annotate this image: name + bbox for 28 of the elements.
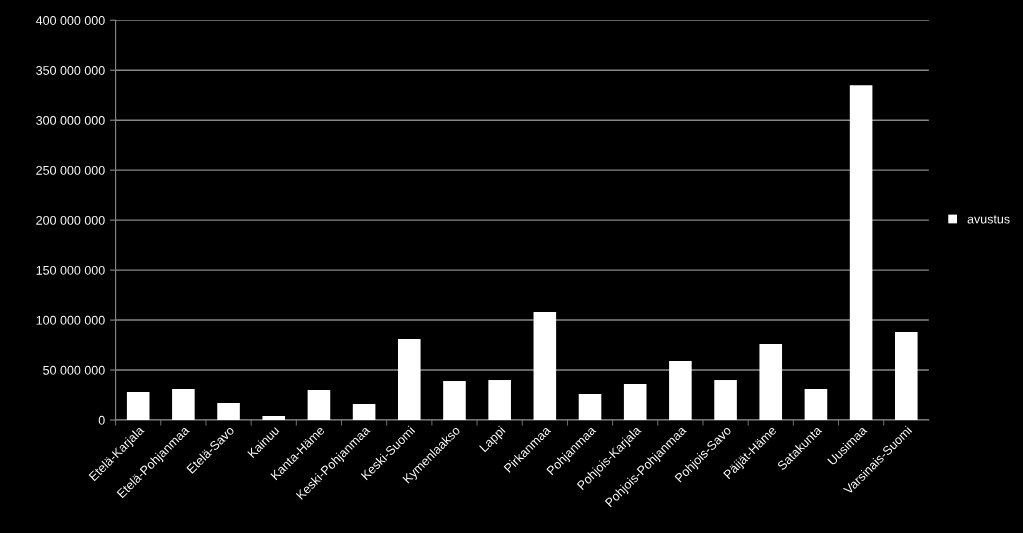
bar (352, 404, 376, 420)
bar (669, 361, 692, 420)
bar (759, 344, 783, 420)
y-tick-label: 0 (98, 415, 105, 425)
bar (533, 312, 557, 420)
bar (804, 389, 828, 420)
y-tick-label: 350 000 000 (36, 66, 105, 75)
bar (623, 384, 647, 420)
bar (895, 332, 918, 420)
bar (849, 85, 873, 420)
bar (307, 390, 331, 420)
bar (397, 339, 421, 420)
bar (488, 380, 511, 420)
y-tick-label: 150 000 000 (36, 265, 105, 275)
bar (172, 389, 195, 420)
bar (578, 394, 602, 420)
y-tick-label: 200 000 000 (36, 215, 105, 225)
y-tick-label: 300 000 000 (36, 115, 105, 125)
legend-label: avustus (967, 215, 1010, 224)
bar (262, 416, 286, 420)
y-tick-label: 100 000 000 (36, 315, 105, 325)
y-tick-label: 250 000 000 (36, 165, 105, 175)
y-tick-label: 400 000 000 (35, 16, 105, 25)
bar (714, 380, 737, 420)
y-tick-label: 50 000 000 (43, 365, 105, 375)
bar (126, 392, 150, 420)
bar (217, 403, 240, 420)
bar (443, 381, 466, 420)
